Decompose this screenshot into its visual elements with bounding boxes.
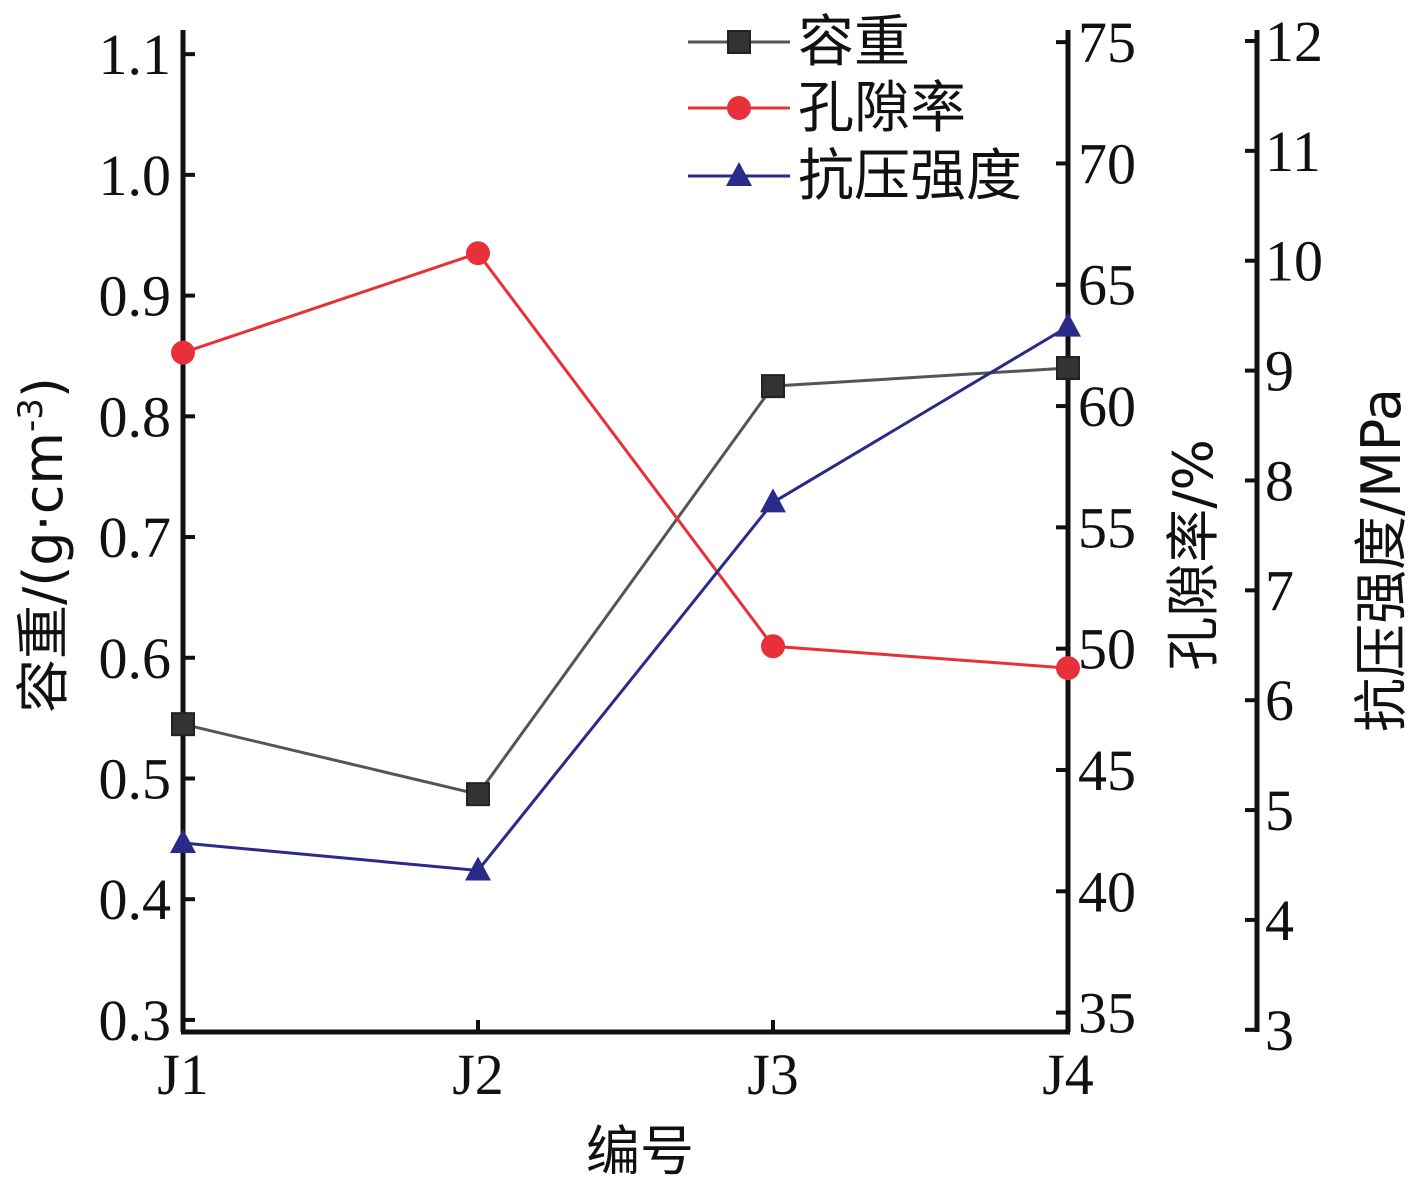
- left-y-tick-label: 0.6: [99, 626, 172, 691]
- data-point-0: [466, 782, 490, 807]
- right-y-tick-label: 60: [1078, 374, 1136, 439]
- data-point-0: [171, 712, 195, 737]
- left-y-tick-label: 0.4: [99, 867, 172, 932]
- data-point-2: [760, 488, 786, 513]
- far-right-y-tick-label: 12: [1265, 9, 1323, 74]
- right-y-tick-label: 50: [1078, 617, 1136, 682]
- left-y-axis-title: 容重/(g·cm-3): [11, 377, 75, 713]
- legend-marker-1: [727, 96, 751, 120]
- right-y-axis-title: 孔隙率/%: [1162, 439, 1225, 671]
- x-tick-label: J4: [1042, 1042, 1094, 1107]
- right-y-tick-label: 40: [1078, 859, 1136, 924]
- far-right-y-axis-title: 抗压强度/MPa: [1350, 388, 1413, 732]
- legend-label: 孔隙率: [798, 76, 966, 141]
- legend-label: 容重: [798, 10, 910, 75]
- right-y-tick-label: 55: [1078, 495, 1136, 560]
- data-point-2: [170, 829, 196, 854]
- x-tick-label: J1: [157, 1042, 209, 1107]
- legend-label: 抗压强度: [798, 144, 1022, 209]
- right-y-tick-label: 65: [1078, 253, 1136, 318]
- right-y-tick-label: 75: [1078, 10, 1136, 75]
- left-y-tick-label: 0.5: [99, 746, 172, 811]
- x-axis-title: 编号: [586, 1120, 694, 1181]
- x-tick-label: J2: [452, 1042, 504, 1107]
- series-line-0: [182, 366, 1069, 796]
- far-right-y-tick-label: 8: [1265, 448, 1294, 513]
- left-y-tick-label: 0.9: [99, 264, 172, 329]
- data-point-1: [171, 340, 195, 365]
- far-right-y-tick-label: 3: [1265, 998, 1294, 1063]
- left-y-tick-label: 1.1: [99, 22, 172, 87]
- far-right-y-tick-label: 5: [1265, 778, 1294, 843]
- left-y-tick-label: 0.3: [99, 988, 172, 1053]
- far-right-y-tick-label: 4: [1265, 888, 1294, 953]
- data-point-2: [1055, 312, 1081, 337]
- series-line-1: [182, 251, 1069, 670]
- far-right-y-tick-label: 10: [1265, 229, 1323, 294]
- far-right-y-tick-label: 6: [1265, 668, 1294, 733]
- left-y-tick-label: 0.7: [99, 505, 172, 570]
- data-point-1: [761, 634, 785, 659]
- far-right-y-tick-label: 9: [1265, 339, 1294, 404]
- data-point-2: [465, 856, 491, 881]
- data-point-1: [466, 241, 490, 266]
- legend-marker-2: [726, 162, 752, 186]
- right-y-tick-label: 70: [1078, 131, 1136, 196]
- series-line-2: [182, 325, 1069, 873]
- legend-marker-0: [727, 30, 751, 54]
- right-y-tick-label: 45: [1078, 738, 1136, 803]
- data-point-0: [761, 374, 785, 399]
- right-y-tick-label: 35: [1078, 981, 1136, 1046]
- far-right-y-tick-label: 11: [1265, 119, 1321, 184]
- data-point-0: [1056, 356, 1080, 381]
- left-y-tick-label: 0.8: [99, 384, 172, 449]
- far-right-y-tick-label: 7: [1265, 558, 1294, 623]
- data-point-1: [1056, 656, 1080, 681]
- x-tick-label: J3: [747, 1042, 799, 1107]
- left-y-tick-label: 1.0: [99, 143, 172, 208]
